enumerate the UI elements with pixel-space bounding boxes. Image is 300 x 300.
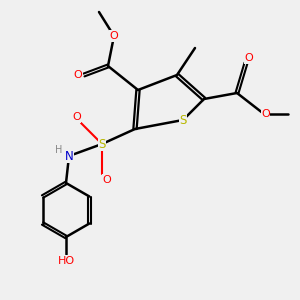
Text: O: O (102, 175, 111, 185)
Text: S: S (179, 113, 187, 127)
Text: HO: HO (57, 256, 75, 266)
Text: N: N (64, 149, 74, 163)
Text: S: S (98, 137, 106, 151)
Text: O: O (72, 112, 81, 122)
Text: H: H (55, 145, 62, 155)
Text: O: O (110, 31, 118, 41)
Text: O: O (74, 70, 82, 80)
Text: O: O (244, 53, 253, 64)
Text: O: O (261, 109, 270, 119)
